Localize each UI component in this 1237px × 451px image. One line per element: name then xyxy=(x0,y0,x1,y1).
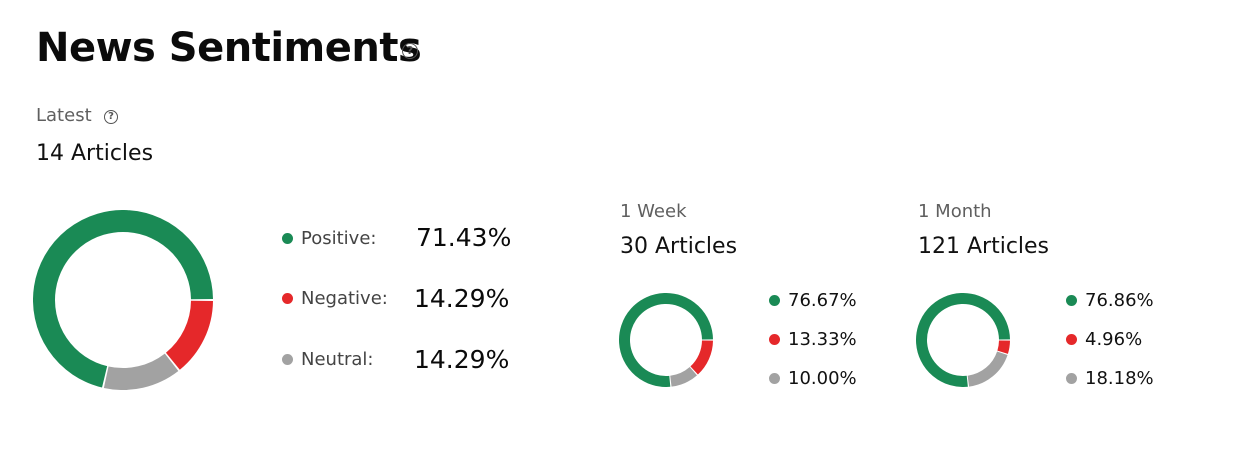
month-neutral-value: 18.18% xyxy=(1085,368,1154,389)
latest-negative-value: 14.29% xyxy=(414,284,510,313)
month-positive-value: 76.86% xyxy=(1085,290,1154,311)
positive-segment xyxy=(33,210,213,388)
neutral-segment xyxy=(967,351,1008,387)
positive-segment xyxy=(619,293,713,387)
month-donut-segments xyxy=(916,293,1010,387)
week-label: 1 Week xyxy=(620,201,687,222)
latest-donut-chart xyxy=(33,210,213,390)
week-legend-positive: 76.67% xyxy=(769,290,857,311)
week-donut-segments xyxy=(619,293,713,387)
month-negative-value: 4.96% xyxy=(1085,329,1143,350)
negative-segment xyxy=(690,340,713,375)
week-legend-negative: 13.33% xyxy=(769,329,857,350)
latest-label: Latest xyxy=(36,105,92,126)
latest-legend-neutral: Neutral: xyxy=(282,349,374,370)
legend-label: Negative: xyxy=(301,288,388,309)
positive-dot-icon xyxy=(769,295,780,306)
question-circle-icon[interactable]: ? xyxy=(402,43,418,59)
positive-segment xyxy=(916,293,1010,387)
month-donut-chart xyxy=(916,293,1010,387)
positive-dot-icon xyxy=(282,233,293,244)
neutral-dot-icon xyxy=(282,354,293,365)
legend-label: Positive: xyxy=(301,228,377,249)
neutral-segment xyxy=(669,366,697,387)
latest-neutral-value: 14.29% xyxy=(414,345,510,374)
neutral-dot-icon xyxy=(1066,373,1077,384)
negative-dot-icon xyxy=(769,334,780,345)
legend-label: Neutral: xyxy=(301,349,374,370)
week-legend-neutral: 10.00% xyxy=(769,368,857,389)
negative-dot-icon xyxy=(282,293,293,304)
latest-legend-negative: Negative: xyxy=(282,288,388,309)
negative-segment xyxy=(997,340,1010,354)
month-legend-positive: 76.86% xyxy=(1066,290,1154,311)
negative-dot-icon xyxy=(1066,334,1077,345)
positive-dot-icon xyxy=(1066,295,1077,306)
week-positive-value: 76.67% xyxy=(788,290,857,311)
question-circle-icon[interactable]: ? xyxy=(104,110,118,124)
week-negative-value: 13.33% xyxy=(788,329,857,350)
neutral-dot-icon xyxy=(769,373,780,384)
page-title: News Sentiments xyxy=(36,25,422,71)
latest-article-count: 14 Articles xyxy=(36,141,154,166)
latest-positive-value: 71.43% xyxy=(416,223,512,252)
month-legend-neutral: 18.18% xyxy=(1066,368,1154,389)
latest-donut-segments xyxy=(33,210,213,390)
month-article-count: 121 Articles xyxy=(918,234,1050,259)
month-label: 1 Month xyxy=(918,201,992,222)
week-article-count: 30 Articles xyxy=(620,234,738,259)
neutral-segment xyxy=(103,353,179,390)
negative-segment xyxy=(165,300,213,370)
latest-legend-positive: Positive: xyxy=(282,228,376,249)
week-donut-chart xyxy=(619,293,713,387)
month-legend-negative: 4.96% xyxy=(1066,329,1142,350)
week-neutral-value: 10.00% xyxy=(788,368,857,389)
